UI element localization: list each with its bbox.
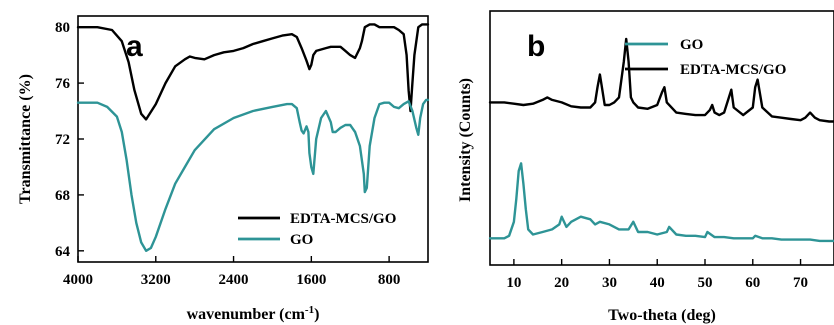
xrd-x-tick-label: 60 <box>745 275 760 291</box>
ftir-y-tick-label: 76 <box>55 76 71 92</box>
ftir-legend-label-edta: EDTA-MCS/GO <box>290 211 396 227</box>
ftir-x-tick-label: 2400 <box>219 272 249 288</box>
ftir-x-tick-label: 1600 <box>296 272 326 288</box>
xrd-x-tick-label: 70 <box>793 275 808 291</box>
xrd-x-tick-label: 10 <box>506 275 521 291</box>
ftir-legend-label-go: GO <box>290 232 313 248</box>
ftir-x-tick-label: 800 <box>378 272 401 288</box>
xrd-legend-label-edta: EDTA-MCS/GO <box>680 62 786 78</box>
xrd-x-axis-label: Two-theta (deg) <box>608 307 716 324</box>
ftir-y-axis-label: Transmittance (%) <box>17 74 34 204</box>
ftir-y-tick-label: 72 <box>55 132 70 148</box>
xrd-chart: 10 20 30 40 50 60 70 b GO EDTA-MCS/GO Intensit… <box>457 10 834 324</box>
xrd-x-tick-label: 20 <box>554 275 569 291</box>
xrd-x-tick-label: 40 <box>650 275 665 291</box>
xrd-y-axis-label: Intensity (Counts) <box>457 78 474 202</box>
xrd-panel-label: b <box>527 30 545 63</box>
ftir-series <box>76 23 430 253</box>
ftir-x-tick-label: 3200 <box>141 272 171 288</box>
ftir-x-tick-label: 4000 <box>63 272 93 288</box>
ftir-y-tick-label: 64 <box>55 244 71 260</box>
ftir-series-line-edta-mcs-go <box>76 23 430 121</box>
xrd-ticks: 10 20 30 40 50 60 70 <box>506 259 808 291</box>
ftir-y-tick-label: 80 <box>55 20 70 36</box>
ftir-y-tick-label: 68 <box>55 188 70 204</box>
ftir-legend: EDTA-MCS/GO GO <box>238 211 396 248</box>
xrd-x-tick-label: 50 <box>698 275 713 291</box>
xrd-plot-frame <box>489 10 834 266</box>
ftir-ticks: 4000 3200 2400 1600 800 64 68 72 76 80 <box>55 20 400 288</box>
xrd-legend: GO EDTA-MCS/GO <box>625 37 786 78</box>
xrd-series-line-go <box>488 162 834 243</box>
xrd-legend-label-go: GO <box>680 37 703 53</box>
ftir-chart: 4000 3200 2400 1600 800 64 68 72 76 80 a EDTA-MCS… <box>17 15 430 323</box>
ftir-series-line-go <box>76 98 430 253</box>
ftir-panel-label: a <box>126 30 143 63</box>
xrd-series-line-edta-mcs-go <box>488 37 834 123</box>
xrd-x-tick-label: 30 <box>602 275 617 291</box>
ftir-x-axis-label: wavenumber (cm-1) <box>187 304 320 323</box>
xrd-series <box>488 37 834 243</box>
